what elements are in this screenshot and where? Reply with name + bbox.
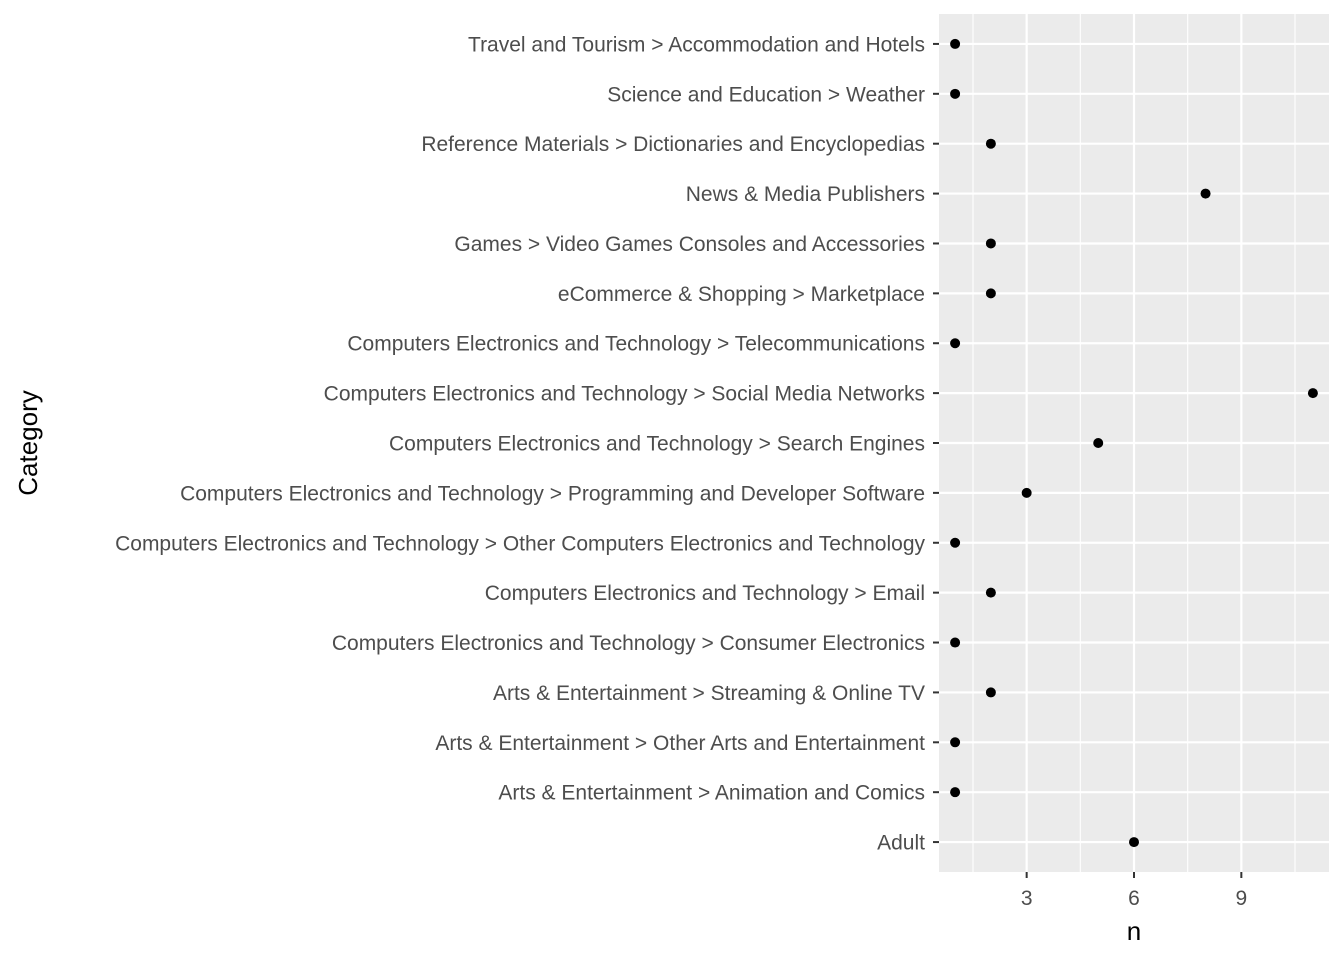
- y-tick-label: Arts & Entertainment > Streaming & Onlin…: [493, 682, 925, 705]
- data-point: [985, 288, 996, 299]
- y-tick-label: Computers Electronics and Technology > S…: [389, 433, 925, 456]
- x-axis-title: n: [1127, 916, 1141, 946]
- data-point: [950, 637, 961, 648]
- data-point: [950, 338, 961, 349]
- y-tick-label: News & Media Publishers: [686, 183, 925, 206]
- data-point: [985, 238, 996, 249]
- y-tick-label: Arts & Entertainment > Animation and Com…: [498, 782, 925, 805]
- y-axis-title: Category: [13, 390, 43, 496]
- data-point: [1021, 487, 1032, 498]
- y-axis-ticks: Adult Arts & Entertainment > Animation an…: [115, 33, 939, 855]
- y-tick-label: Travel and Tourism > Accommodation and H…: [468, 33, 925, 56]
- data-point: [950, 537, 961, 548]
- y-tick-label: Adult: [877, 832, 925, 855]
- data-point: [1129, 837, 1139, 848]
- data-point: [985, 587, 996, 598]
- data-point: [950, 737, 961, 748]
- y-tick-label: Reference Materials > Dictionaries and E…: [421, 133, 925, 156]
- data-point: [1200, 188, 1211, 199]
- y-tick-label: Computers Electronics and Technology > P…: [180, 482, 925, 505]
- data-point: [950, 38, 961, 49]
- x-axis-ticks: 3 6 9: [1021, 872, 1247, 910]
- y-tick-label: Computers Electronics and Technology > E…: [485, 582, 925, 605]
- y-tick-label: Computers Electronics and Technology > S…: [324, 383, 925, 406]
- y-tick-label: Science and Education > Weather: [607, 83, 925, 106]
- data-points: [950, 38, 1318, 848]
- y-tick-label: Arts & Entertainment > Other Arts and En…: [435, 732, 925, 755]
- data-point: [950, 88, 961, 99]
- data-point: [1093, 438, 1104, 448]
- y-tick-label: eCommerce & Shopping > Marketplace: [558, 283, 925, 306]
- data-point: [1307, 388, 1318, 399]
- y-tick-label: Computers Electronics and Technology > O…: [115, 532, 925, 555]
- data-point: [950, 787, 961, 798]
- y-tick-label: Computers Electronics and Technology > C…: [332, 632, 925, 655]
- x-tick-label: 3: [1021, 887, 1033, 910]
- x-tick-label: 9: [1235, 887, 1247, 910]
- x-tick-label: 6: [1128, 887, 1140, 910]
- y-tick-label: Games > Video Games Consoles and Accesso…: [454, 233, 925, 256]
- major-gridlines: [939, 14, 1329, 872]
- y-tick-label: Computers Electronics and Technology > T…: [347, 333, 925, 356]
- data-point: [985, 138, 996, 149]
- data-point: [985, 687, 996, 698]
